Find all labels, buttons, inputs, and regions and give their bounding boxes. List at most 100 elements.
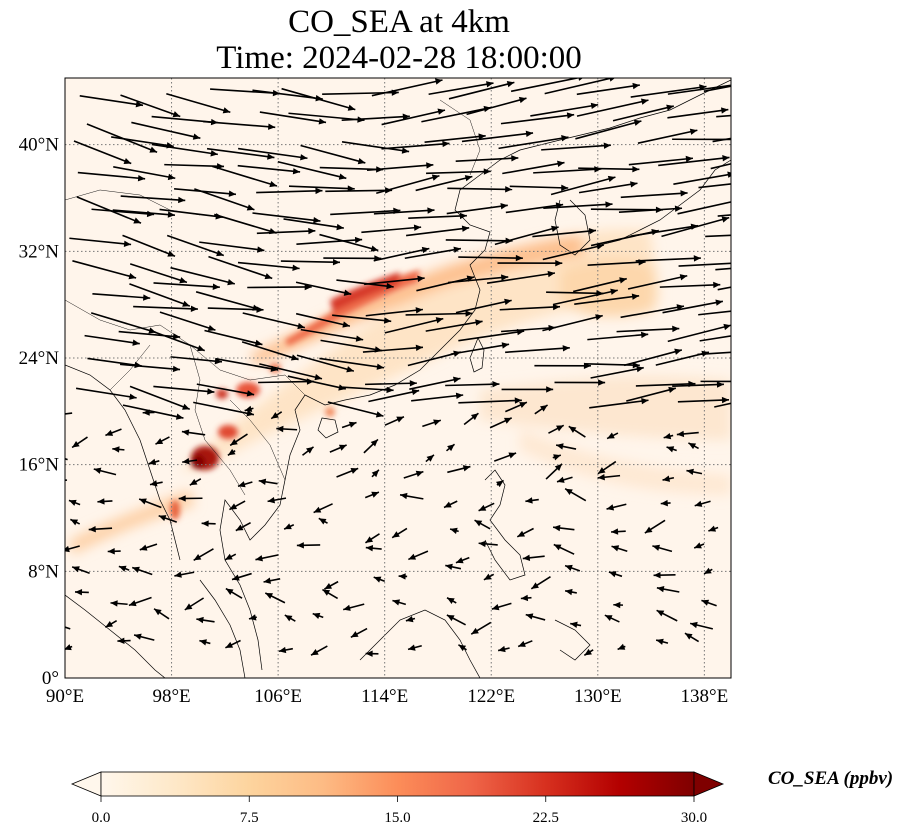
wind-vector-arrow — [568, 425, 586, 438]
wind-vector-arrow — [229, 500, 246, 511]
wind-vector-arrow — [541, 142, 611, 151]
wind-vector-arrow — [201, 520, 216, 527]
wind-vector-arrow — [264, 592, 286, 604]
wind-vector-arrow — [597, 460, 617, 475]
wind-vector-arrow — [244, 405, 254, 412]
wind-vector-arrow — [276, 425, 298, 433]
wind-vector-arrow — [113, 166, 176, 181]
wind-vector-arrow — [703, 85, 731, 93]
wind-vector-arrow — [364, 275, 425, 286]
wind-vector-arrow — [608, 571, 623, 578]
wind-vector-arrow — [505, 345, 570, 354]
wind-vector-arrow — [302, 446, 315, 456]
wind-vector-arrow — [79, 95, 144, 108]
wind-vector-arrow — [371, 469, 380, 478]
wind-vector-arrow — [403, 470, 424, 479]
wind-vector-arrow — [295, 312, 351, 328]
wind-vector-arrow — [166, 92, 231, 114]
wind-vector-arrow — [404, 246, 462, 260]
wind-vector-arrow — [341, 113, 410, 122]
wind-vector-arrow — [415, 175, 473, 192]
plume-japan-patch — [560, 258, 655, 317]
wind-vector-arrow — [478, 502, 495, 512]
wind-vector-arrow — [296, 354, 355, 373]
wind-vector-arrow — [128, 596, 152, 607]
wind-vector-arrow — [68, 499, 81, 506]
wind-vector-arrow — [93, 467, 117, 476]
wind-vector-arrow — [703, 567, 713, 575]
wind-vector-arrow — [270, 411, 283, 420]
wind-vector-arrow — [342, 386, 394, 394]
wind-vector-arrow — [712, 137, 731, 143]
wind-vector-arrow — [193, 548, 214, 561]
wind-vector-arrow — [178, 495, 203, 502]
wind-vector-arrow — [663, 432, 674, 440]
wind-vector-arrow — [425, 454, 435, 463]
wind-vector-arrow — [575, 119, 642, 140]
wind-vector-arrow — [491, 602, 512, 611]
wind-vector-arrow — [612, 104, 674, 122]
wind-vector-arrow — [368, 388, 420, 403]
coastline-malay — [199, 579, 246, 678]
wind-vector-arrow — [247, 283, 312, 291]
wind-vector-arrow — [174, 571, 195, 578]
wind-vector-arrow — [225, 639, 241, 649]
wind-vector-arrow — [458, 254, 523, 262]
lon-tick-label: 114°E — [361, 686, 408, 707]
wind-vector-arrow — [118, 330, 181, 340]
wind-vector-arrow — [555, 443, 577, 450]
wind-vector-arrow — [686, 468, 703, 476]
wind-vector-arrow — [497, 259, 563, 267]
wind-vector-arrow — [129, 385, 191, 411]
wind-vector-arrow — [361, 224, 422, 234]
colorbar: 0.0 7.5 15.0 22.5 30.0 — [70, 771, 725, 826]
wind-vector-arrow — [530, 576, 551, 590]
wind-vector-arrow — [584, 361, 640, 369]
wind-vector-arrow — [635, 255, 701, 262]
wind-vector-arrow — [446, 203, 508, 215]
wind-vector-arrow — [701, 599, 717, 607]
wind-vector-arrow — [237, 481, 253, 488]
wind-vector-arrow — [373, 246, 430, 262]
wind-vector-arrow — [564, 488, 587, 502]
wind-vector-arrow — [322, 588, 339, 600]
wind-vector-arrow — [505, 401, 528, 413]
wind-vector-arrow — [693, 542, 705, 549]
wind-vector-arrow — [373, 576, 385, 583]
wind-vector-arrow — [522, 554, 545, 561]
wind-vector-arrow — [554, 379, 606, 386]
wind-vector-arrow — [466, 96, 527, 116]
wind-vector-arrow — [422, 419, 442, 428]
wind-vector-arrow — [376, 174, 440, 195]
wind-vector-arrow — [332, 314, 392, 324]
wind-vector-arrow — [489, 417, 513, 429]
wind-vector-arrow — [483, 573, 495, 581]
colorbar-tick-label: 30.0 — [681, 810, 707, 826]
wind-vector-arrow — [474, 519, 491, 530]
wind-vector-arrow — [525, 497, 539, 504]
wind-vector-arrow — [225, 587, 243, 599]
wind-vector-arrow — [118, 565, 130, 572]
wind-vector-arrow — [406, 225, 470, 237]
colorbar-tick-label: 22.5 — [533, 810, 559, 826]
wind-vector-arrow — [564, 588, 577, 596]
wind-vector-arrow — [425, 319, 483, 332]
wind-vector-arrow — [407, 644, 422, 651]
wind-vector-arrow — [613, 601, 624, 609]
wind-vector-arrow — [153, 385, 215, 395]
wind-vector-arrow — [319, 357, 385, 370]
wind-vector-arrow — [255, 554, 279, 562]
wind-vector-arrow — [296, 236, 363, 245]
wind-vector-arrow — [151, 330, 205, 352]
wind-vector-arrow — [207, 306, 264, 313]
wind-vector-arrow — [342, 603, 365, 611]
wind-vector-arrow — [278, 646, 293, 654]
wind-vector-arrow — [610, 528, 626, 535]
wind-vector-arrow — [373, 207, 435, 215]
wind-vector-arrow — [578, 181, 638, 194]
wind-vector-arrow — [501, 386, 554, 393]
wind-vector-arrow — [470, 621, 492, 635]
wind-vector-arrow — [363, 438, 379, 454]
wind-vector-arrow — [502, 160, 565, 175]
